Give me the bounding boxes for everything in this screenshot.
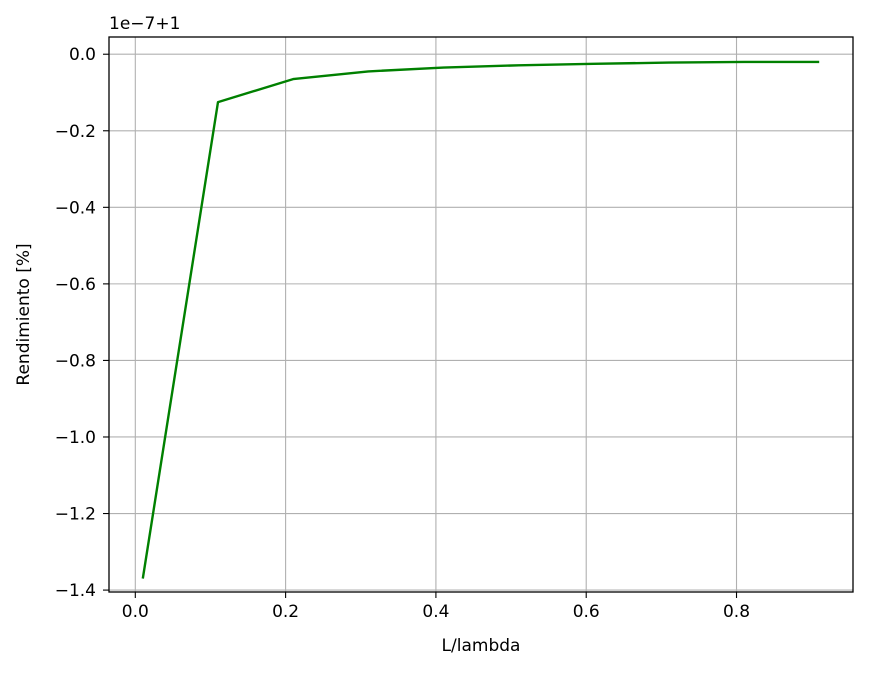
y-tick-label: 0.0	[69, 45, 96, 65]
x-tick-label: 0.8	[723, 602, 750, 622]
y-tick-label: −1.4	[55, 581, 96, 601]
y-tick-label: −0.2	[55, 122, 96, 142]
y-tick-label: −0.4	[55, 198, 96, 218]
y-tick-label: −0.6	[55, 275, 96, 295]
y-tick-label: −1.0	[55, 428, 96, 448]
x-tick-label: 0.0	[122, 602, 149, 622]
y-axis-offset-label: 1e−7+1	[109, 14, 180, 34]
x-tick-label: 0.4	[422, 602, 449, 622]
y-tick-label: −1.2	[55, 505, 96, 525]
x-tick-label: 0.6	[573, 602, 600, 622]
y-axis-label: Rendimiento [%]	[14, 243, 34, 385]
plot-frame	[108, 36, 854, 593]
x-axis-label: L/lambda	[442, 636, 521, 656]
x-tick-label: 0.2	[272, 602, 299, 622]
y-tick-label: −0.8	[55, 351, 96, 371]
plot-area	[141, 60, 820, 579]
axis-ticks: 0.0 0.2 0.4 0.6 0.8 0.0 −0.2 −0.4 −0.6 −0.8 −1.0 −1…	[55, 45, 750, 622]
series-line	[141, 60, 820, 579]
grid	[109, 37, 853, 592]
